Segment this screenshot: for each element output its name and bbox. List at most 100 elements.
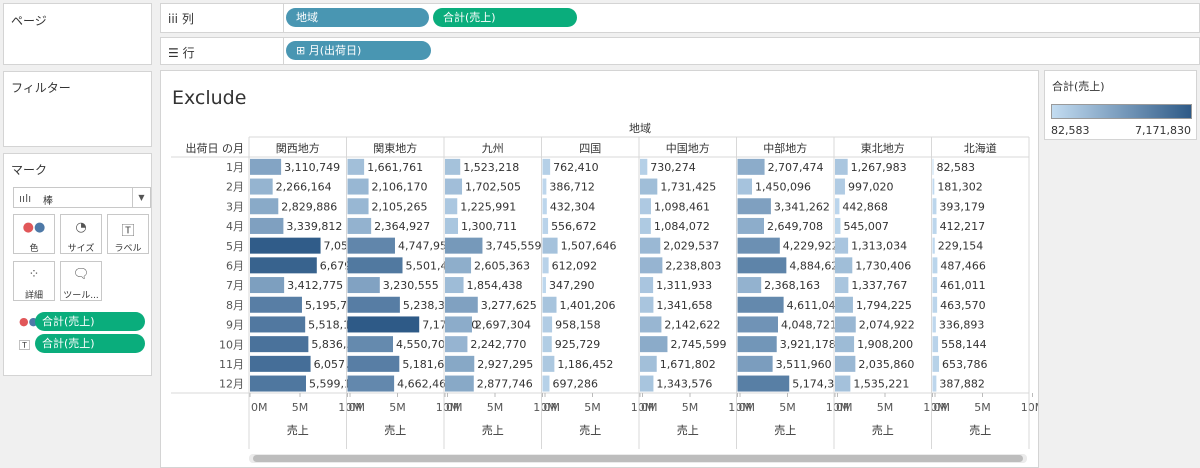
color-button[interactable]: ●● 色 xyxy=(13,214,55,254)
bar xyxy=(835,355,856,372)
columns-shelf[interactable]: iii 列 地域 合計(売上) xyxy=(160,3,1200,33)
bar xyxy=(835,217,841,234)
bar-data-label: 1,661,761 xyxy=(367,161,423,174)
detail-button[interactable]: ⁘ 詳細 xyxy=(13,261,55,301)
bar-data-label: 1,702,505 xyxy=(465,181,521,194)
bar xyxy=(640,158,648,175)
bar-data-label: 229,154 xyxy=(938,240,984,253)
size-button[interactable]: ◔ サイズ xyxy=(60,214,102,254)
bar xyxy=(640,355,657,372)
axis-tick-label: 10M xyxy=(728,401,752,414)
bar xyxy=(737,237,780,254)
bar xyxy=(640,178,658,195)
bar xyxy=(250,237,321,254)
bar xyxy=(932,296,938,313)
region-header: 地域 xyxy=(629,122,651,135)
bar xyxy=(250,375,306,392)
bar xyxy=(542,198,547,215)
bar xyxy=(250,355,311,372)
color-button-label: 色 xyxy=(29,244,39,254)
bar xyxy=(347,316,420,333)
bar xyxy=(445,158,461,175)
region-label: 四国 xyxy=(579,142,601,155)
legend-title: 合計(売上) xyxy=(1052,80,1105,93)
bar-data-label: 1,401,206 xyxy=(560,299,616,312)
bar-data-label: 4,662,463 xyxy=(397,378,453,391)
month-label: 8月 xyxy=(226,299,244,312)
axis-tick-label: 5M xyxy=(487,401,504,414)
bar xyxy=(835,237,849,254)
bar-data-label: 461,011 xyxy=(940,279,986,292)
bar-data-label: 2,368,163 xyxy=(764,279,820,292)
month-label: 11月 xyxy=(219,358,244,371)
bar xyxy=(932,237,935,254)
bar xyxy=(932,355,940,372)
bar-data-label: 3,110,749 xyxy=(284,161,340,174)
month-label: 6月 xyxy=(226,260,244,273)
bar-data-label: 1,341,658 xyxy=(656,299,712,312)
bar xyxy=(932,277,938,294)
axis-tick-label: 10M xyxy=(533,401,557,414)
bar xyxy=(737,277,762,294)
bar xyxy=(640,198,651,215)
bar-data-label: 1,450,096 xyxy=(755,181,811,194)
bar xyxy=(932,217,937,234)
month-label: 2月 xyxy=(226,181,244,194)
bar-data-label: 386,712 xyxy=(549,181,595,194)
bar-data-label: 1,084,072 xyxy=(654,220,710,233)
bar xyxy=(542,316,553,333)
region-pill[interactable]: 地域 xyxy=(286,8,429,27)
bar-data-label: 1,225,991 xyxy=(460,200,516,213)
bar-data-label: 3,412,775 xyxy=(287,279,343,292)
bar xyxy=(445,217,459,234)
bar-data-label: 2,697,304 xyxy=(475,318,531,331)
bar xyxy=(347,237,395,254)
bar-data-label: 1,523,218 xyxy=(463,161,519,174)
bar-data-label: 393,179 xyxy=(939,200,985,213)
detail-button-label: 詳細 xyxy=(24,291,43,301)
bar xyxy=(640,316,662,333)
detail-icon: ⁘ xyxy=(28,267,40,282)
mark-type-dropdown[interactable]: ıılı 棒 ▼ xyxy=(13,187,151,208)
bar-data-label: 487,466 xyxy=(940,259,986,272)
axis-tick-label: 10M xyxy=(826,401,850,414)
axis-title: 売上 xyxy=(579,424,601,437)
axis-tick-label: 10M xyxy=(631,401,655,414)
sum-sales-pill[interactable]: 合計(売上) xyxy=(433,8,577,27)
bar xyxy=(932,336,939,353)
label-button[interactable]: 🅃 ラベル xyxy=(107,214,149,254)
worksheet-view: Exclude 地域 出荷日 の月 1月 2月 3月 4月 5月 6月 7月 8月 9月 10月 11月… xyxy=(160,70,1039,468)
bar-data-label: 1,313,034 xyxy=(851,240,907,253)
bar-mark-icon: ıılı xyxy=(19,192,32,205)
axis-tick-label: 5M xyxy=(389,401,406,414)
bar-data-label: 2,238,803 xyxy=(665,259,721,272)
bar-data-label: 4,884,622 xyxy=(789,259,845,272)
bar-data-label: 412,217 xyxy=(940,220,986,233)
color-measure-pill[interactable]: 合計(売上) xyxy=(35,312,145,331)
ship-month-pill[interactable]: ⊞ 月(出荷日) xyxy=(286,41,431,60)
bar-data-label: 3,511,960 xyxy=(776,358,832,371)
view-title: Exclude xyxy=(172,87,247,109)
bar xyxy=(347,198,369,215)
chevron-down-icon[interactable]: ▼ xyxy=(132,188,150,207)
color-dots-icon: ●● xyxy=(22,220,46,235)
axis-tick-label: 5M xyxy=(974,401,991,414)
axis-title: 売上 xyxy=(677,424,699,437)
bar xyxy=(835,158,848,175)
bar-data-label: 1,098,461 xyxy=(654,200,710,213)
label-measure-pill[interactable]: 合計(売上) xyxy=(35,334,145,353)
axis-tick-label: 0M xyxy=(349,401,366,414)
tooltip-button[interactable]: 🗨 ツール... xyxy=(60,261,102,301)
filters-shelf[interactable]: フィルター xyxy=(3,71,152,147)
rows-shelf[interactable]: ☰ 行 ⊞ 月(出荷日) xyxy=(160,37,1200,65)
bar-data-label: 1,854,438 xyxy=(467,279,523,292)
bar xyxy=(445,257,472,274)
bar xyxy=(640,375,654,392)
bar xyxy=(640,277,654,294)
scrollbar-thumb[interactable] xyxy=(253,455,1023,462)
bar-data-label: 545,007 xyxy=(843,220,889,233)
bar-data-label: 2,364,927 xyxy=(374,220,430,233)
pages-shelf[interactable]: ページ xyxy=(3,3,152,65)
bar-data-label: 4,048,721 xyxy=(781,318,837,331)
tooltip-button-label: ツール... xyxy=(63,291,99,301)
